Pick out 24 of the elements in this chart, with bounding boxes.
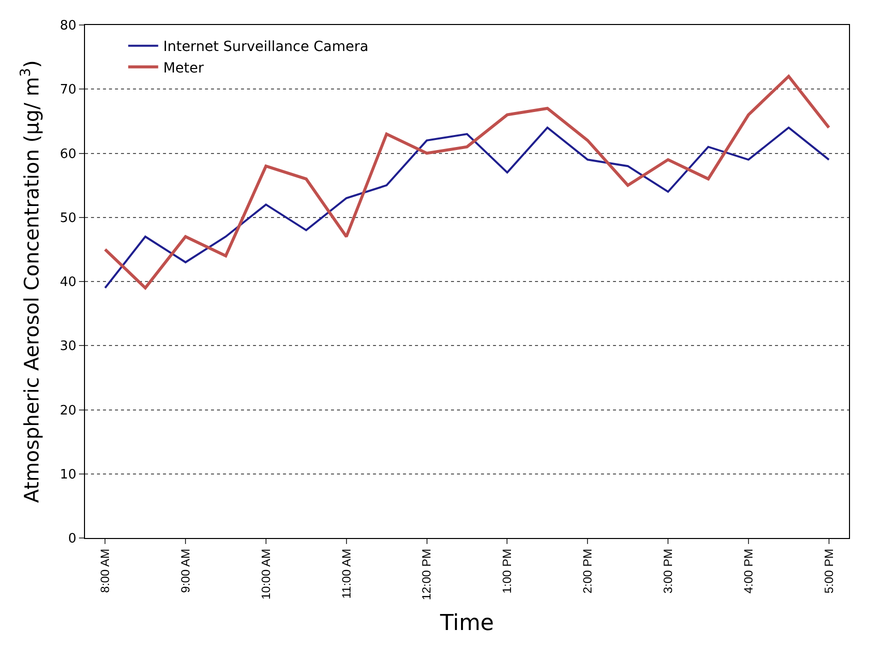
x-tick-label: 5:00 PM xyxy=(822,548,836,594)
x-axis-title: Time xyxy=(439,611,494,636)
y-tick-label: 50 xyxy=(60,210,76,226)
x-tick-label: 12:00 PM xyxy=(420,548,434,600)
x-tick-label: 9:00 AM xyxy=(178,548,192,593)
x-tick-label: 4:00 PM xyxy=(741,548,756,594)
x-tick-label: 10:00 AM xyxy=(258,548,273,600)
y-tick-label: 30 xyxy=(60,339,76,354)
y-tick-label: 20 xyxy=(60,403,76,418)
x-tick-label: 3:00 PM xyxy=(660,548,675,594)
x-tick-label: 1:00 PM xyxy=(500,548,514,594)
y-tick-label: 60 xyxy=(60,146,76,162)
legend-label: Meter xyxy=(163,60,204,76)
line-series xyxy=(104,74,830,290)
y-tick-label: 80 xyxy=(60,18,76,34)
x-tick-label: 2:00 PM xyxy=(580,548,595,594)
y-tick-label: 40 xyxy=(60,275,76,290)
y-tick-label: 10 xyxy=(60,467,76,482)
line-series xyxy=(104,126,830,289)
x-tick-label: 8:00 AM xyxy=(98,548,112,593)
y-tick-label: 0 xyxy=(68,532,76,547)
legend-label: Internet Surveillance Camera xyxy=(163,39,368,56)
x-tick-label: 11:00 AM xyxy=(339,548,354,599)
y-tick-label: 70 xyxy=(60,82,76,98)
